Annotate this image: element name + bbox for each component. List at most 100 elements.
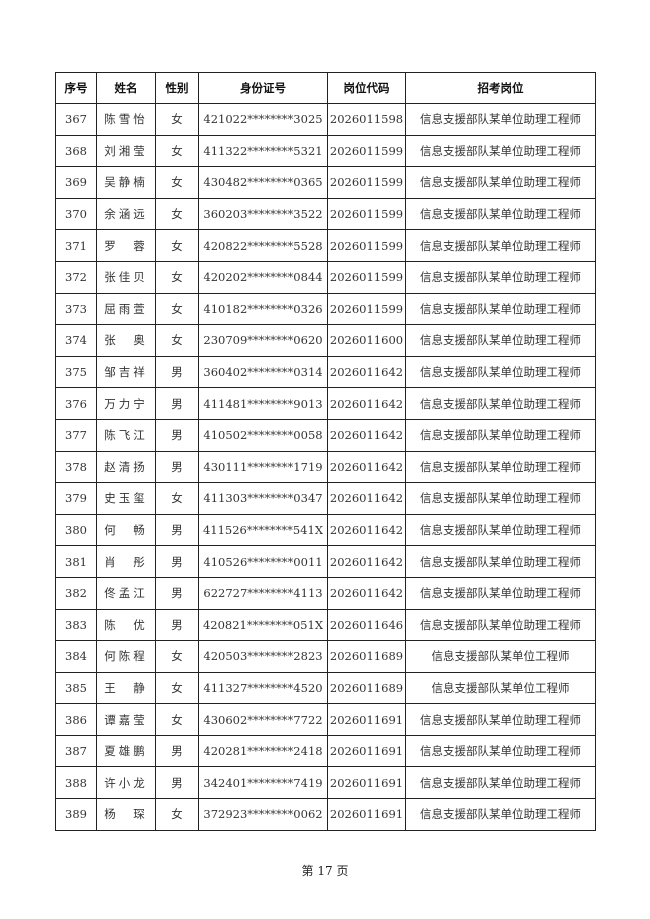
cell-gender: 女: [155, 229, 199, 262]
cell-id-number: 411303********0347: [198, 482, 328, 515]
cell-id-number: 410526********0011: [198, 545, 328, 578]
cell-id-number: 420503********2823: [198, 640, 328, 673]
cell-position: 信息支援部队某单位助理工程师: [405, 197, 596, 231]
cell-index: 368: [55, 134, 97, 168]
cell-name: 何陈程: [96, 640, 156, 673]
cell-name: 何 畅: [96, 513, 156, 547]
cell-position: 信息支援部队某单位助理工程师: [405, 418, 596, 452]
cell-name: 张 奥: [96, 324, 156, 357]
cell-index: 384: [55, 640, 97, 673]
cell-id-number: 360203********3522: [198, 197, 328, 231]
cell-id-number: 230709********0620: [198, 324, 328, 357]
cell-index: 371: [55, 229, 97, 262]
cell-id-number: 411481********9013: [198, 387, 328, 420]
cell-position: 信息支援部队某单位助理工程师: [405, 450, 596, 484]
table-row: 386 谭嘉莹女 430602********7722 2026011691 信息支援部…: [55, 703, 596, 736]
cell-index: 367: [55, 103, 97, 136]
cell-name: 许小龙: [96, 766, 156, 800]
cell-position: 信息支援部队某单位助理工程师: [405, 103, 596, 136]
cell-index: 383: [55, 608, 97, 642]
cell-gender: 女: [155, 166, 199, 199]
cell-position-code: 2026011642: [327, 482, 406, 515]
cell-id-number: 420821********051X: [198, 608, 328, 642]
cell-gender: 女: [155, 671, 199, 705]
cell-position: 信息支援部队某单位助理工程师: [405, 608, 596, 642]
table-row: 369 吴静楠女 430482********0365 2026011599 信息支援部…: [55, 166, 596, 199]
cell-position: 信息支援部队某单位助理工程师: [405, 513, 596, 547]
cell-gender: 男: [155, 766, 199, 800]
cell-id-number: 411327********4520: [198, 671, 328, 705]
cell-index: 374: [55, 324, 97, 357]
cell-position-code: 2026011642: [327, 450, 406, 484]
cell-index: 386: [55, 703, 97, 736]
cell-position-code: 2026011642: [327, 418, 406, 452]
header-position-code: 岗位代码: [327, 72, 406, 104]
cell-name: 陈飞江: [96, 418, 156, 452]
table-row: 379 史玉玺女 411303********0347 2026011642 信息支援部…: [55, 482, 596, 515]
cell-index: 389: [55, 798, 97, 831]
cell-position: 信息支援部队某单位助理工程师: [405, 482, 596, 515]
cell-index: 382: [55, 576, 97, 610]
cell-position: 信息支援部队某单位助理工程师: [405, 387, 596, 420]
cell-index: 381: [55, 545, 97, 578]
cell-position-code: 2026011642: [327, 355, 406, 389]
cell-id-number: 411322********5321: [198, 134, 328, 168]
cell-position-code: 2026011599: [327, 292, 406, 326]
cell-gender: 男: [155, 513, 199, 547]
cell-name: 罗 蓉: [96, 229, 156, 262]
cell-position-code: 2026011642: [327, 513, 406, 547]
cell-name: 屈雨萱: [96, 292, 156, 326]
cell-id-number: 360402********0314: [198, 355, 328, 389]
cell-gender: 女: [155, 260, 199, 294]
table-row: 388 许小龙男 342401********7419 2026011691 信息支援部…: [55, 766, 596, 800]
cell-gender: 女: [155, 103, 199, 136]
cell-id-number: 430482********0365: [198, 166, 328, 199]
cell-index: 369: [55, 166, 97, 199]
cell-position-code: 2026011598: [327, 103, 406, 136]
cell-position-code: 2026011691: [327, 734, 406, 768]
cell-name: 王 静: [96, 671, 156, 705]
cell-position: 信息支援部队某单位助理工程师: [405, 166, 596, 199]
table-row: 382 佟孟江男 622727********4113 2026011642 信息支援部…: [55, 576, 596, 610]
cell-name: 陈 优: [96, 608, 156, 642]
cell-gender: 男: [155, 355, 199, 389]
table-header-row: 序号 姓名 性别 身份证号 岗位代码 招考岗位: [55, 72, 596, 104]
cell-gender: 男: [155, 418, 199, 452]
cell-id-number: 410502********0058: [198, 418, 328, 452]
cell-position-code: 2026011642: [327, 387, 406, 420]
cell-index: 385: [55, 671, 97, 705]
cell-id-number: 410182********0326: [198, 292, 328, 326]
cell-name: 余涵远: [96, 197, 156, 231]
table-row: 377 陈飞江男 410502********0058 2026011642 信息支援部…: [55, 418, 596, 452]
page-number: 第 17 页: [301, 864, 349, 878]
table-row: 387 夏雄鹏男 420281********2418 2026011691 信息支援部…: [55, 734, 596, 768]
cell-gender: 女: [155, 640, 199, 673]
cell-name: 杨 琛: [96, 798, 156, 831]
cell-gender: 女: [155, 292, 199, 326]
table-row: 375 邹吉祥男 360402********0314 2026011642 信息支援部…: [55, 355, 596, 389]
cell-gender: 女: [155, 324, 199, 357]
cell-position: 信息支援部队某单位助理工程师: [405, 260, 596, 294]
cell-name: 史玉玺: [96, 482, 156, 515]
table-row: 372 张佳贝女 420202********0844 2026011599 信息支援部…: [55, 260, 596, 294]
header-id-number: 身份证号: [198, 72, 328, 104]
cell-position: 信息支援部队某单位助理工程师: [405, 545, 596, 578]
table-row: 371 罗 蓉女 420822********5528 2026011599 信息支援部…: [55, 229, 596, 262]
cell-id-number: 420202********0844: [198, 260, 328, 294]
cell-position: 信息支援部队某单位助理工程师: [405, 134, 596, 168]
cell-id-number: 420281********2418: [198, 734, 328, 768]
cell-position: 信息支援部队某单位助理工程师: [405, 734, 596, 768]
cell-position-code: 2026011646: [327, 608, 406, 642]
cell-position: 信息支援部队某单位助理工程师: [405, 229, 596, 262]
cell-index: 379: [55, 482, 97, 515]
table-row: 389 杨 琛女 372923********0062 2026011691 信息支援部…: [55, 798, 596, 831]
cell-name: 万力宁: [96, 387, 156, 420]
table-row: 367 陈雪怡女 421022********3025 2026011598 信息支援部…: [55, 103, 596, 136]
cell-position: 信息支援部队某单位工程师: [405, 671, 596, 705]
cell-position-code: 2026011642: [327, 545, 406, 578]
cell-name: 夏雄鹏: [96, 734, 156, 768]
cell-id-number: 430602********7722: [198, 703, 328, 736]
cell-gender: 男: [155, 545, 199, 578]
cell-position: 信息支援部队某单位助理工程师: [405, 324, 596, 357]
cell-index: 377: [55, 418, 97, 452]
